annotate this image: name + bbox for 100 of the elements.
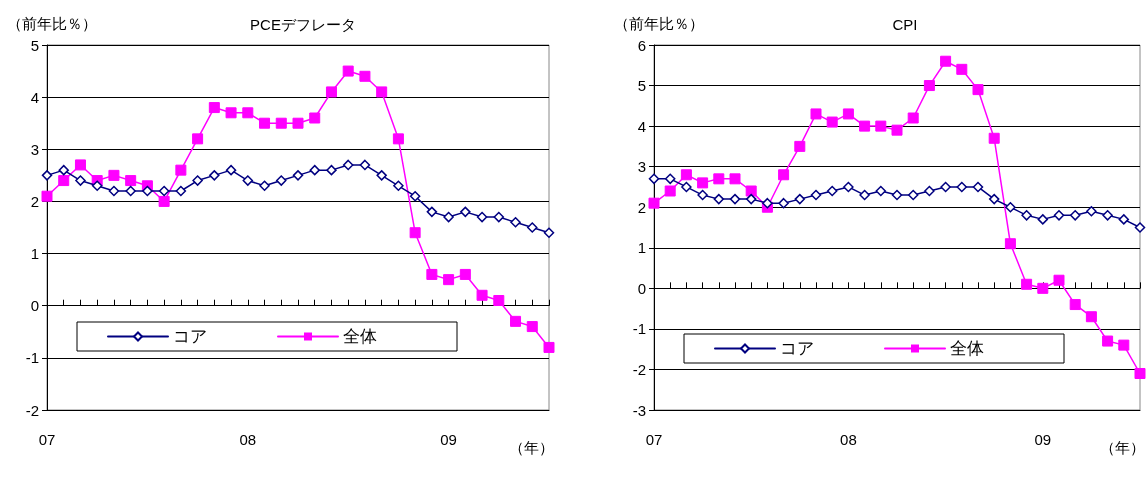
point xyxy=(1037,214,1049,225)
point xyxy=(192,133,204,145)
point xyxy=(359,70,371,82)
y-tick-label: 2 xyxy=(30,192,39,210)
y-tick-label: -1 xyxy=(632,320,646,338)
point xyxy=(342,65,354,77)
point xyxy=(292,117,304,129)
y-tick-label: 2 xyxy=(637,198,646,216)
point xyxy=(225,107,237,119)
point xyxy=(794,140,806,152)
point xyxy=(843,181,854,193)
point xyxy=(664,173,676,185)
point xyxy=(376,86,388,98)
point xyxy=(762,197,773,209)
y-tick-label: 5 xyxy=(30,36,39,54)
point xyxy=(426,206,438,218)
point xyxy=(875,185,887,197)
x-tick-label: 08 xyxy=(239,431,257,448)
point xyxy=(648,197,660,209)
point xyxy=(875,120,887,132)
point xyxy=(292,170,304,181)
point xyxy=(543,341,555,353)
point xyxy=(1085,311,1097,323)
point xyxy=(209,170,220,181)
point xyxy=(527,222,538,233)
point xyxy=(956,63,968,75)
point xyxy=(41,170,53,181)
point xyxy=(510,315,522,327)
legend-label: コア xyxy=(173,327,207,346)
point xyxy=(923,80,935,92)
point xyxy=(907,189,919,201)
point xyxy=(493,295,505,306)
point xyxy=(826,116,838,128)
y-tick-label: 1 xyxy=(30,245,39,263)
point xyxy=(681,181,692,193)
point xyxy=(1037,282,1049,294)
point xyxy=(225,164,237,176)
legend-label: 全体 xyxy=(343,327,377,346)
point xyxy=(41,190,53,202)
y-tick-label: 0 xyxy=(30,297,39,315)
point xyxy=(175,185,187,197)
point xyxy=(1069,210,1081,221)
y-tick-label: -2 xyxy=(632,360,646,378)
point xyxy=(493,211,505,223)
y-tick-label: 3 xyxy=(637,158,646,176)
legend-label: コア xyxy=(780,339,814,358)
point xyxy=(125,185,136,197)
point xyxy=(956,181,968,193)
point xyxy=(460,206,471,218)
point xyxy=(459,268,471,280)
point xyxy=(208,102,220,114)
y-tick-label: -2 xyxy=(25,401,39,419)
point xyxy=(242,107,254,119)
point xyxy=(192,175,203,186)
point xyxy=(664,185,676,197)
point xyxy=(443,274,455,286)
point xyxy=(810,108,822,120)
point xyxy=(680,169,692,181)
point xyxy=(972,181,984,193)
point xyxy=(988,193,1000,205)
point xyxy=(326,164,337,176)
point xyxy=(697,189,708,201)
point xyxy=(526,321,538,333)
point xyxy=(158,185,170,197)
y-tick-label: 4 xyxy=(637,117,646,135)
point xyxy=(259,117,271,129)
point xyxy=(940,181,951,193)
point xyxy=(891,124,903,136)
point xyxy=(75,175,86,186)
point xyxy=(476,211,488,223)
y-axis-title: （前年比％） xyxy=(7,15,97,32)
point xyxy=(1102,335,1114,347)
chart-title: PCEデフレータ xyxy=(250,16,356,33)
point xyxy=(1053,274,1065,286)
point xyxy=(275,117,287,129)
x-tick-label: 09 xyxy=(1034,431,1052,448)
point xyxy=(924,185,935,197)
point xyxy=(1118,339,1130,351)
point xyxy=(409,227,421,239)
point xyxy=(859,120,871,132)
point xyxy=(443,211,454,223)
point xyxy=(108,169,120,181)
point xyxy=(242,175,254,186)
y-tick-label: 1 xyxy=(637,239,646,257)
point xyxy=(409,190,421,202)
point xyxy=(826,185,838,197)
point xyxy=(729,173,741,185)
point xyxy=(476,289,488,301)
point xyxy=(259,180,270,192)
point xyxy=(794,193,806,205)
point xyxy=(972,84,984,96)
y-tick-label: 4 xyxy=(30,88,39,106)
x-tick-label: 07 xyxy=(38,431,56,448)
y-tick-label: 3 xyxy=(30,140,39,158)
point xyxy=(1004,238,1016,250)
point xyxy=(988,132,1000,144)
point xyxy=(810,189,822,201)
x-axis-title: （年） xyxy=(1100,439,1145,456)
point xyxy=(729,193,741,205)
point xyxy=(1134,222,1146,233)
